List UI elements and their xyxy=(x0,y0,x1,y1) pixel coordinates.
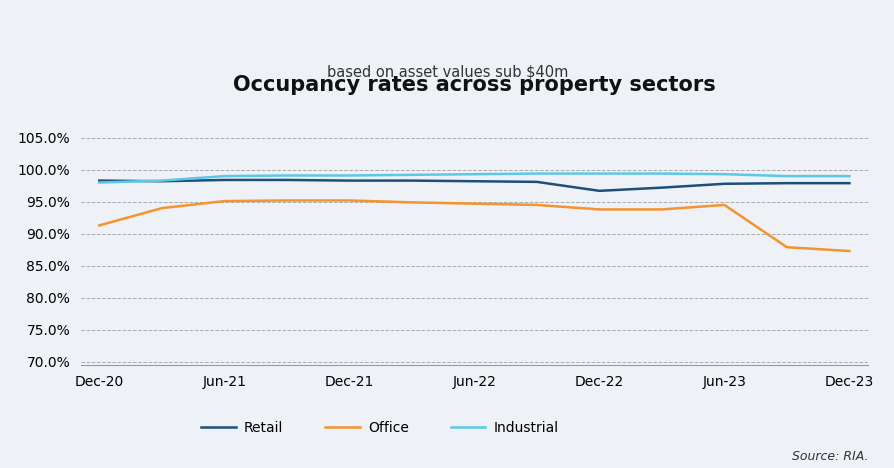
Industrial xyxy=(343,173,354,178)
Office xyxy=(718,202,729,208)
Retail xyxy=(94,178,105,183)
Retail xyxy=(343,178,354,183)
Office xyxy=(219,198,230,204)
Line: Industrial: Industrial xyxy=(99,174,848,183)
Retail xyxy=(468,178,479,184)
Line: Office: Office xyxy=(99,200,848,251)
Industrial xyxy=(406,172,417,178)
Industrial xyxy=(468,171,479,177)
Industrial xyxy=(219,173,230,179)
Office xyxy=(156,205,167,211)
Industrial xyxy=(780,173,791,179)
Office xyxy=(343,197,354,203)
Text: based on asset values sub $40m: based on asset values sub $40m xyxy=(326,65,568,80)
Industrial xyxy=(718,171,729,177)
Industrial xyxy=(281,173,291,178)
Line: Retail: Retail xyxy=(99,180,848,191)
Industrial xyxy=(656,171,667,176)
Industrial xyxy=(594,171,604,176)
Office xyxy=(94,223,105,228)
Industrial xyxy=(94,180,105,185)
Text: Source: RIA.: Source: RIA. xyxy=(791,450,867,463)
Office xyxy=(531,202,542,208)
Retail xyxy=(843,180,854,186)
Retail xyxy=(531,179,542,185)
Industrial xyxy=(531,171,542,176)
Retail xyxy=(656,185,667,190)
Retail xyxy=(718,181,729,187)
Title: Occupancy rates across property sectors: Occupancy rates across property sectors xyxy=(232,75,715,95)
Retail xyxy=(406,178,417,183)
Retail xyxy=(780,180,791,186)
Industrial xyxy=(156,178,167,183)
Retail xyxy=(156,178,167,184)
Office xyxy=(468,201,479,206)
Office xyxy=(843,248,854,254)
Retail xyxy=(219,177,230,183)
Office xyxy=(656,206,667,212)
Office xyxy=(281,197,291,203)
Office xyxy=(780,244,791,250)
Industrial xyxy=(843,173,854,179)
Office xyxy=(406,199,417,205)
Legend: Retail, Office, Industrial: Retail, Office, Industrial xyxy=(195,416,564,441)
Retail xyxy=(281,177,291,183)
Retail xyxy=(594,188,604,194)
Office xyxy=(594,206,604,212)
